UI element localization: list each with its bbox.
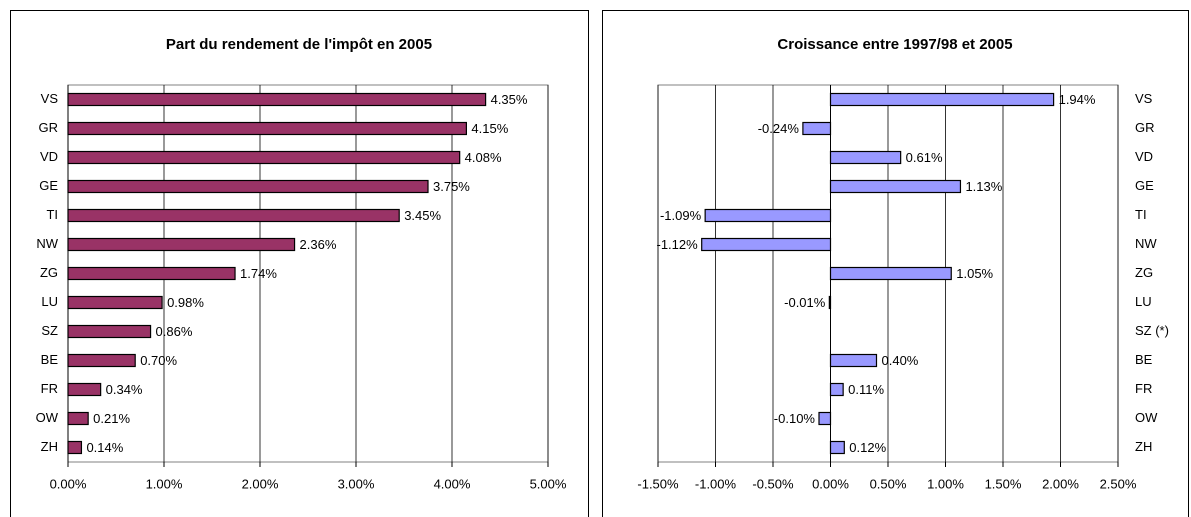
y-tick-label: OW [36,410,59,425]
x-tick-label: 0.00% [812,476,849,491]
bar [67,150,461,165]
value-label: 4.15% [471,121,508,136]
y-tick-label: VS [41,91,59,106]
y-tick-label: ZG [40,265,58,280]
bar [67,440,83,455]
value-label: 0.86% [156,324,193,339]
bar [67,382,102,397]
value-label: 0.34% [106,382,143,397]
value-label: 1.94% [1059,92,1096,107]
bar [829,440,845,455]
x-tick-label: -1.50% [637,476,679,491]
value-label: 0.98% [167,295,204,310]
bar [67,208,400,223]
value-label: -1.09% [660,208,702,223]
bar [67,353,136,368]
y-tick-label: OW [1135,410,1158,425]
y-tick-label: ZH [41,439,58,454]
value-label: 0.70% [140,353,177,368]
value-label: 0.14% [86,440,123,455]
value-label: 4.08% [465,150,502,165]
y-tick-label: GR [1135,120,1155,135]
value-label: 4.35% [491,92,528,107]
x-tick-label: 5.00% [530,476,567,491]
value-label: 1.74% [240,266,277,281]
bar [829,179,962,194]
value-label: 0.40% [882,353,919,368]
x-tick-label: -1.00% [695,476,737,491]
value-label: 2.36% [300,237,337,252]
chart-frame [602,10,1189,517]
x-tick-label: 4.00% [434,476,471,491]
bar [828,295,832,310]
bar [829,150,902,165]
y-tick-label: VS [1135,91,1153,106]
y-tick-label: SZ [41,323,58,338]
value-label: 0.61% [906,150,943,165]
value-label: -0.24% [758,121,800,136]
bar [704,208,832,223]
bar [829,382,844,397]
y-tick-label: FR [41,381,58,396]
bar [829,266,952,281]
x-tick-label: 1.00% [927,476,964,491]
bar [67,121,467,136]
bar [829,92,1055,107]
x-tick-label: 1.50% [985,476,1022,491]
y-tick-label: VD [40,149,58,164]
value-label: 0.11% [848,382,884,397]
bar [829,353,878,368]
x-tick-label: -0.50% [752,476,794,491]
bar [67,237,296,252]
value-label: 0.12% [849,440,886,455]
bar [67,266,236,281]
y-tick-label: NW [36,236,58,251]
x-tick-label: 0.00% [50,476,87,491]
chart-title: Croissance entre 1997/98 et 2005 [777,36,1012,53]
x-tick-label: 2.00% [1042,476,1079,491]
chart-title: Part du rendement de l'impôt en 2005 [166,36,432,53]
y-tick-label: SZ (*) [1135,323,1169,338]
bar [701,237,832,252]
y-tick-label: TI [1135,207,1147,222]
x-tick-label: 2.50% [1100,476,1137,491]
value-label: 3.45% [404,208,441,223]
bar [802,121,832,136]
value-label: 0.21% [93,411,130,426]
y-tick-label: TI [46,207,58,222]
y-tick-label: GE [1135,178,1154,193]
bar [67,411,89,426]
y-tick-label: GR [39,120,59,135]
value-label: -0.10% [774,411,816,426]
y-tick-label: BE [41,352,59,367]
bar [818,411,832,426]
y-tick-label: LU [1135,294,1152,309]
x-tick-label: 2.00% [242,476,279,491]
y-tick-label: ZH [1135,439,1152,454]
value-label: -0.01% [784,295,826,310]
y-tick-label: FR [1135,381,1152,396]
value-label: 3.75% [433,179,470,194]
x-tick-label: 0.50% [870,476,907,491]
x-tick-label: 3.00% [338,476,375,491]
bar [67,295,163,310]
bar [67,324,152,339]
bar [67,179,429,194]
y-tick-label: NW [1135,236,1157,251]
value-label: 1.13% [965,179,1002,194]
value-label: -1.12% [656,237,698,252]
bar [67,92,487,107]
y-tick-label: LU [41,294,58,309]
y-tick-label: VD [1135,149,1153,164]
y-tick-label: BE [1135,352,1153,367]
value-label: 1.05% [956,266,993,281]
x-tick-label: 1.00% [146,476,183,491]
y-tick-label: GE [39,178,58,193]
y-tick-label: ZG [1135,265,1153,280]
